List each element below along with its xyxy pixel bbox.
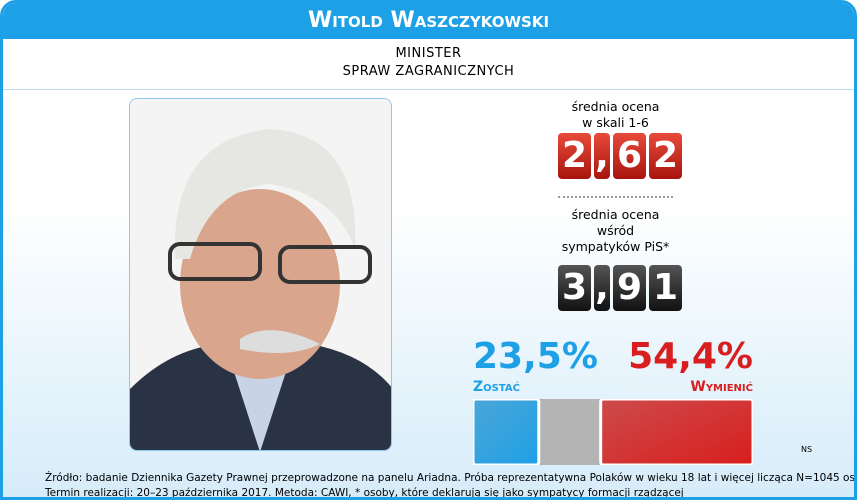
footer: Źródło: badanie Dziennika Gazety Prawnej… bbox=[45, 471, 857, 499]
digit-tile: 6 bbox=[613, 133, 646, 179]
digit-tile: 2 bbox=[649, 133, 682, 179]
score-label: średnia ocena bbox=[571, 207, 660, 222]
portrait bbox=[129, 98, 392, 451]
digit-tile: 2 bbox=[558, 133, 591, 179]
footer-line: Źródło: badanie Dziennika Gazety Prawnej… bbox=[45, 472, 857, 484]
score-label: w skali 1-6 bbox=[582, 115, 649, 130]
bar-segment bbox=[599, 399, 753, 465]
score-label: sympatyków PiS* bbox=[561, 239, 670, 254]
legend-label: Zostać bbox=[473, 379, 520, 395]
subtitle: MINISTER SPRAW ZAGRANICZNYCH bbox=[3, 45, 854, 90]
portrait-drawing bbox=[130, 99, 391, 450]
subtitle-line: SPRAW ZAGRANICZNYCH bbox=[342, 64, 515, 79]
note: NS bbox=[801, 445, 813, 454]
legend-label: Wymienić bbox=[690, 379, 753, 395]
title: Witold Waszczykowski bbox=[3, 3, 854, 39]
bar-segment bbox=[473, 399, 541, 465]
separator bbox=[558, 196, 673, 198]
value-label: 54,4% bbox=[628, 336, 753, 377]
digit-tile: 3 bbox=[558, 265, 591, 311]
digit-tile: , bbox=[594, 133, 610, 179]
digit-tile: 1 bbox=[649, 265, 682, 311]
score-label: wśród bbox=[596, 223, 635, 238]
subtitle-line: MINISTER bbox=[395, 46, 462, 61]
digit-tile: 9 bbox=[613, 265, 646, 311]
score-label: średnia ocena bbox=[571, 99, 660, 114]
digit-tile: , bbox=[594, 265, 610, 311]
bar-chart bbox=[473, 399, 753, 465]
value-label: 23,5% bbox=[473, 336, 598, 377]
footer-line: Termin realizacji: 20–23 października 20… bbox=[45, 487, 684, 499]
